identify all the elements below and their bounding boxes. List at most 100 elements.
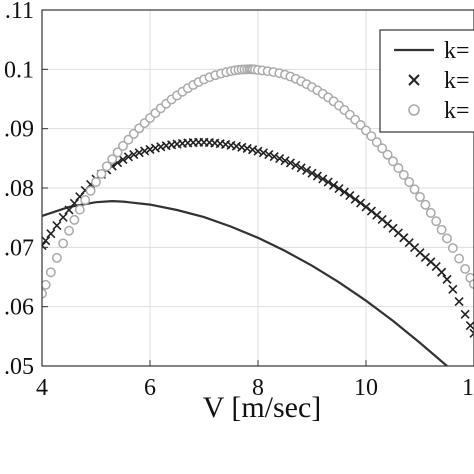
data-point — [447, 243, 458, 253]
data-point — [366, 206, 376, 216]
data-point — [465, 321, 474, 331]
data-point — [334, 184, 344, 194]
data-point — [431, 216, 442, 227]
data-point — [425, 207, 436, 218]
legend-label: k= — [444, 38, 470, 64]
x-tick-label: 12 — [462, 375, 474, 401]
data-point — [42, 236, 51, 246]
data-point — [339, 187, 349, 197]
data-point — [269, 151, 279, 162]
axis-ticks: 4 6 8 10 12 .05 .06 .07 .08 .09 0.1 .11 — [4, 0, 474, 401]
data-point — [442, 274, 452, 284]
data-point — [42, 279, 51, 290]
data-point — [371, 137, 382, 148]
data-point — [118, 154, 128, 165]
data-point — [460, 263, 471, 274]
data-point — [112, 147, 123, 158]
data-point — [469, 279, 474, 290]
legend-box — [379, 29, 474, 133]
y-tick-label: .11 — [5, 0, 34, 24]
data-point — [264, 150, 274, 160]
data-point — [248, 145, 258, 155]
data-point — [415, 191, 425, 202]
data-point — [469, 328, 474, 338]
data-point — [51, 252, 62, 263]
data-point — [398, 169, 409, 180]
data-point — [134, 148, 144, 158]
data-point — [420, 199, 431, 210]
series-1 — [42, 137, 474, 338]
data-point — [64, 225, 74, 236]
data-point — [302, 165, 312, 176]
data-point — [280, 156, 290, 166]
x-tick-label: 8 — [252, 375, 264, 401]
data-point — [377, 143, 388, 154]
data-point — [285, 158, 295, 168]
data-point — [318, 174, 328, 184]
data-point — [437, 267, 447, 277]
data-point — [388, 156, 398, 167]
data-point — [442, 233, 452, 244]
data-point — [393, 163, 404, 173]
data-point — [140, 146, 150, 156]
data-point — [350, 194, 360, 204]
data-point — [42, 288, 47, 299]
data-point — [150, 143, 160, 153]
data-point — [85, 185, 96, 196]
data-point — [404, 177, 415, 187]
legend: k= k= k= — [379, 29, 474, 133]
data-point — [307, 168, 317, 178]
data-point — [448, 284, 458, 294]
data-point — [242, 143, 252, 154]
data-point — [91, 177, 101, 188]
data-point — [312, 171, 322, 181]
data-point — [361, 202, 371, 212]
data-point — [436, 224, 447, 235]
x-tick-label: 4 — [36, 375, 48, 401]
data-point — [296, 163, 306, 173]
data-point — [80, 194, 91, 205]
data-point — [42, 240, 47, 251]
x-tick-label: 6 — [144, 375, 156, 401]
series-layer — [42, 64, 474, 366]
data-point — [454, 297, 464, 307]
data-point — [145, 144, 155, 154]
data-point — [58, 212, 68, 222]
data-point — [74, 204, 85, 215]
data-point — [46, 229, 56, 239]
data-point — [123, 152, 133, 162]
y-tick-label: .07 — [4, 235, 34, 261]
data-point — [45, 267, 56, 278]
y-tick-label: .06 — [4, 295, 34, 321]
data-point — [460, 309, 470, 319]
data-point — [58, 238, 69, 249]
data-point — [356, 198, 366, 208]
data-point — [291, 160, 301, 170]
x-tick-label: 10 — [354, 375, 378, 401]
data-point — [454, 253, 465, 264]
data-point — [129, 150, 139, 160]
y-tick-label: 0.1 — [4, 57, 34, 83]
x-axis-label: V [m/sec] — [203, 391, 322, 424]
data-point — [253, 146, 263, 156]
data-point — [52, 220, 62, 231]
data-point — [323, 177, 333, 187]
data-point — [107, 154, 118, 165]
y-tick-label: .09 — [4, 117, 34, 143]
data-point — [69, 214, 80, 225]
data-point — [345, 191, 355, 201]
y-tick-label: .05 — [4, 354, 34, 380]
data-point — [382, 149, 393, 160]
data-point — [101, 161, 112, 172]
data-point — [96, 168, 107, 179]
series-0 — [42, 199, 448, 366]
legend-label: k= — [444, 98, 470, 124]
data-point — [64, 205, 74, 215]
legend-swatch — [408, 104, 420, 116]
data-point — [123, 134, 134, 145]
data-point — [366, 131, 377, 142]
data-point — [329, 180, 339, 190]
data-point — [409, 184, 420, 195]
y-tick-label: .08 — [4, 176, 34, 202]
